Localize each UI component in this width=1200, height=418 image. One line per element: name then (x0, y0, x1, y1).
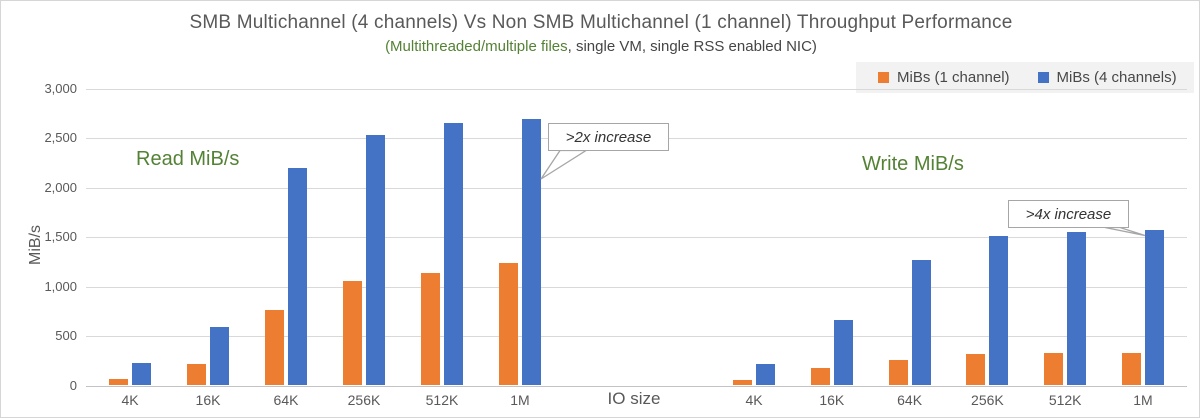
bar-read-1m-1channel (499, 262, 518, 386)
callout-read-2x: >2x increase (548, 123, 669, 151)
read-section-label: Read MiB/s (136, 148, 240, 170)
gridline (86, 286, 1187, 288)
x-tick-label-write-1m: 1M (1133, 392, 1153, 408)
bar-write-512k-1channel (1044, 352, 1064, 386)
bar-read-64k-1channel (265, 310, 284, 386)
bar-read-64k-4channels (288, 167, 307, 386)
bar-read-512k-1channel (421, 272, 440, 386)
bar-read-1m-4channels (522, 119, 541, 386)
legend-item-1-channel: MiBs (1 channel) (878, 69, 1010, 86)
bar-write-4k-4channels (756, 364, 775, 386)
gridline (86, 336, 1187, 337)
callout-tail-read-icon (540, 149, 589, 180)
x-axis-title: IO size (607, 389, 661, 408)
y-tick-label: 1,500 (44, 229, 77, 244)
bar-read-4k-1channel (109, 378, 128, 386)
bar-read-512k-4channels (444, 123, 463, 386)
bar-read-4k-4channels (132, 362, 151, 386)
bar-read-16k-1channel (187, 363, 206, 386)
y-tick-label: 0 (69, 377, 77, 393)
write-section-label: Write MiB/s (862, 153, 964, 175)
bar-write-256k-4channels (989, 235, 1009, 386)
x-tick-label-read-1m: 1M (510, 392, 530, 408)
gridline (86, 88, 1187, 90)
legend-label: MiBs (4 channels) (1056, 69, 1177, 86)
callout-write-4x: >4x increase (1008, 200, 1129, 228)
bar-write-4k-1channel (733, 380, 752, 386)
gridline (86, 237, 1187, 238)
x-tick-label-read-64k: 64K (273, 392, 299, 408)
x-tick-label-read-256k: 256K (347, 392, 381, 408)
bar-write-1m-1channel (1122, 352, 1141, 386)
x-tick-label-write-4k: 4K (745, 392, 763, 408)
bar-write-256k-1channel (966, 353, 986, 386)
bar-read-16k-4channels (210, 327, 229, 386)
bar-write-16k-4channels (833, 319, 853, 386)
x-tick-label-write-512k: 512K (1048, 392, 1082, 408)
bar-write-1m-4channels (1145, 230, 1164, 386)
chart-subtitle-highlight: (Multithreaded/multiple files (385, 38, 568, 55)
x-axis-line (86, 385, 1187, 387)
y-tick-label: 500 (55, 328, 77, 343)
bar-read-256k-1channel (343, 280, 362, 386)
legend-item-4-channels: MiBs (4 channels) (1037, 69, 1177, 86)
callout-tail-write-icon (1104, 226, 1146, 237)
x-tick-label-write-256k: 256K (971, 392, 1004, 408)
chart-subtitle: (Multithreaded/multiple files, single VM… (1, 38, 1199, 55)
y-tick-label: 1,000 (44, 278, 77, 294)
y-tick-label: 2,500 (44, 130, 77, 145)
bar-write-64k-4channels (911, 259, 931, 386)
x-tick-label-write-64k: 64K (897, 392, 923, 408)
legend: MiBs (1 channel) MiBs (4 channels) (856, 62, 1194, 93)
bar-write-64k-1channel (888, 359, 908, 386)
legend-swatch-blue-icon (1037, 72, 1049, 83)
x-tick-label-read-4k: 4K (121, 392, 139, 408)
y-tick-label: 3,000 (44, 80, 77, 96)
chart-title: SMB Multichannel (4 channels) Vs Non SMB… (189, 12, 1013, 33)
x-tick-label-write-16k: 16K (819, 392, 845, 408)
chart-subtitle-rest: , single VM, single RSS enabled NIC) (567, 38, 817, 55)
x-tick-label-read-16k: 16K (195, 392, 221, 408)
x-tick-label-read-512k: 512K (425, 392, 459, 408)
gridline (86, 187, 1187, 189)
legend-swatch-orange-icon (878, 72, 889, 83)
bar-write-512k-4channels (1067, 231, 1087, 386)
y-tick-label: 2,000 (44, 179, 77, 195)
bar-read-256k-4channels (366, 135, 385, 386)
legend-label: MiBs (1 channel) (897, 69, 1010, 86)
bar-write-16k-1channel (810, 368, 830, 386)
